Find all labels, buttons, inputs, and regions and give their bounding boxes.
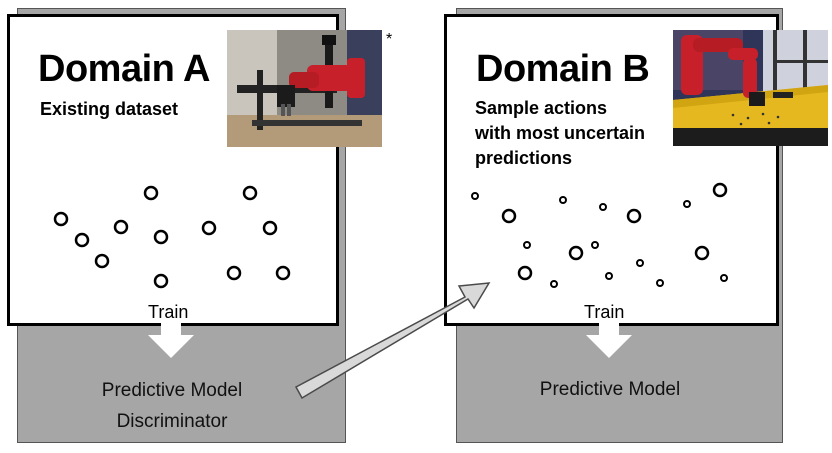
domain-b-title: Domain B bbox=[476, 48, 650, 90]
data-point bbox=[712, 182, 728, 198]
data-point bbox=[720, 274, 728, 282]
data-point bbox=[656, 279, 664, 287]
domain-a-model-label: Predictive Model Discriminator bbox=[62, 375, 282, 437]
predictive-model-label: Predictive Model bbox=[101, 380, 243, 401]
data-point bbox=[242, 185, 258, 201]
domain-b-subtitle-line: predictions bbox=[475, 148, 573, 168]
data-point bbox=[568, 245, 584, 261]
asterisk: * bbox=[386, 31, 393, 48]
data-point bbox=[262, 220, 278, 236]
robot-arm-photo-a bbox=[227, 30, 382, 147]
domain-b-train-label: Train bbox=[578, 302, 631, 323]
data-point bbox=[559, 196, 567, 204]
data-point bbox=[94, 253, 110, 269]
domain-b-model-label: Predictive Model bbox=[500, 374, 720, 405]
data-point bbox=[501, 208, 517, 224]
data-point bbox=[599, 203, 607, 211]
domain-b-subtitle: Sample actions with most uncertain predi… bbox=[475, 96, 645, 171]
domain-a-title: Domain A bbox=[38, 48, 210, 90]
data-point bbox=[694, 245, 710, 261]
data-point bbox=[153, 273, 169, 289]
data-point bbox=[626, 208, 642, 224]
robot-arm-photo-b bbox=[673, 30, 828, 146]
data-point bbox=[636, 259, 644, 267]
data-point bbox=[201, 220, 217, 236]
data-point bbox=[143, 185, 159, 201]
domain-b-subtitle-line: with most uncertain bbox=[475, 123, 646, 143]
data-point bbox=[275, 265, 291, 281]
discriminator-label: Discriminator bbox=[116, 411, 228, 432]
data-point bbox=[591, 241, 599, 249]
data-point bbox=[550, 280, 558, 288]
data-point bbox=[523, 241, 531, 249]
domain-a-data-points bbox=[53, 185, 291, 289]
data-point bbox=[113, 219, 129, 235]
data-point bbox=[53, 211, 69, 227]
diagonal-arrow-icon bbox=[294, 282, 491, 400]
data-point bbox=[153, 229, 169, 245]
data-point bbox=[517, 265, 533, 281]
data-point bbox=[226, 265, 242, 281]
data-point bbox=[683, 200, 691, 208]
data-point bbox=[605, 272, 613, 280]
domain-b-data-points bbox=[471, 182, 728, 288]
domain-a-subtitle: Existing dataset bbox=[40, 99, 179, 119]
data-point bbox=[471, 192, 479, 200]
domain-b-subtitle-line: Sample actions bbox=[475, 98, 608, 118]
down-arrow-icon bbox=[586, 322, 632, 358]
predictive-model-label: Predictive Model bbox=[539, 379, 681, 400]
down-arrow-icon bbox=[148, 322, 194, 358]
domain-a-train-label: Train bbox=[142, 302, 195, 323]
data-point bbox=[74, 232, 90, 248]
